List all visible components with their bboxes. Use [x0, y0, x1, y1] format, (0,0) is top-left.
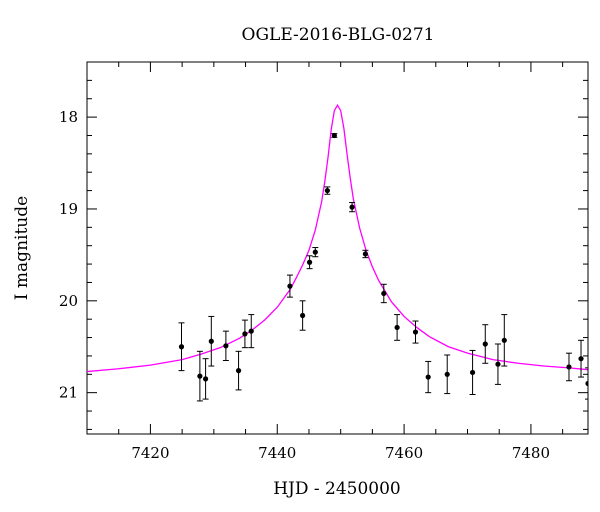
- data-point-marker: [482, 341, 488, 347]
- data-points-layer: [178, 132, 588, 402]
- data-point-marker: [197, 373, 203, 379]
- data-point: [299, 300, 306, 331]
- data-point: [306, 255, 313, 270]
- data-point: [494, 343, 501, 385]
- chart-title: OGLE-2016-BLG-0271: [242, 25, 435, 45]
- plot-frame: [86, 61, 589, 435]
- data-point: [578, 339, 585, 378]
- data-point-marker: [248, 328, 254, 334]
- data-point: [425, 360, 432, 394]
- data-point: [482, 324, 489, 364]
- axis-ticks: 7420 7440 7460 7480 18 19 20 21: [59, 61, 588, 462]
- x-tick-label: 7480: [512, 444, 550, 462]
- data-point: [286, 274, 293, 298]
- data-point-marker: [312, 249, 318, 255]
- data-point-marker: [235, 368, 242, 374]
- data-point-marker: [425, 374, 431, 380]
- x-tick-label: 7440: [258, 444, 296, 462]
- data-point: [412, 320, 419, 344]
- y-axis-label: I magnitude: [12, 196, 32, 300]
- data-point: [349, 202, 356, 213]
- data-point-marker: [349, 204, 355, 210]
- data-point-marker: [394, 324, 400, 331]
- data-point-marker: [469, 369, 476, 376]
- data-point-marker: [412, 329, 419, 335]
- x-tick-label: 7420: [131, 444, 169, 462]
- data-point: [394, 314, 401, 341]
- data-point-marker: [578, 356, 584, 362]
- data-point: [235, 350, 242, 391]
- data-point: [565, 352, 572, 382]
- data-point: [331, 132, 338, 139]
- data-point-marker: [242, 331, 248, 337]
- y-tick-label: 20: [59, 292, 78, 310]
- y-tick-label: 18: [59, 108, 78, 126]
- x-axis-label: HJD - 2450000: [273, 479, 401, 499]
- data-point: [248, 314, 255, 349]
- data-point: [324, 186, 331, 195]
- data-point: [208, 315, 215, 367]
- data-point: [196, 350, 203, 402]
- data-point-marker: [324, 187, 330, 194]
- data-point-marker: [331, 132, 337, 139]
- y-tick-label: 19: [59, 200, 78, 218]
- data-point-marker: [178, 344, 185, 350]
- data-point-marker: [362, 251, 369, 257]
- data-point-marker: [381, 290, 387, 297]
- data-point: [241, 319, 248, 349]
- data-point-marker: [287, 283, 293, 289]
- data-point: [222, 330, 229, 362]
- data-point-marker: [501, 337, 507, 343]
- model-curve: [86, 103, 589, 373]
- data-point-marker: [495, 361, 501, 367]
- data-point-marker: [208, 338, 214, 344]
- data-point: [312, 247, 319, 258]
- data-point: [444, 354, 451, 395]
- data-point-marker: [585, 380, 588, 387]
- y-tick-label: 21: [59, 384, 78, 402]
- data-point: [380, 283, 387, 304]
- data-point-marker: [444, 371, 450, 377]
- data-point-marker: [566, 364, 572, 370]
- data-point-marker: [223, 343, 229, 349]
- data-point: [585, 367, 588, 400]
- data-point: [362, 249, 369, 259]
- data-point: [178, 322, 185, 372]
- data-point: [501, 314, 508, 367]
- data-point: [469, 349, 476, 396]
- data-point-marker: [306, 259, 313, 265]
- data-point: [202, 358, 209, 400]
- x-tick-label: 7460: [385, 444, 423, 462]
- model-curve-layer: [86, 103, 589, 373]
- data-point-marker: [300, 312, 306, 319]
- data-point-marker: [202, 376, 209, 382]
